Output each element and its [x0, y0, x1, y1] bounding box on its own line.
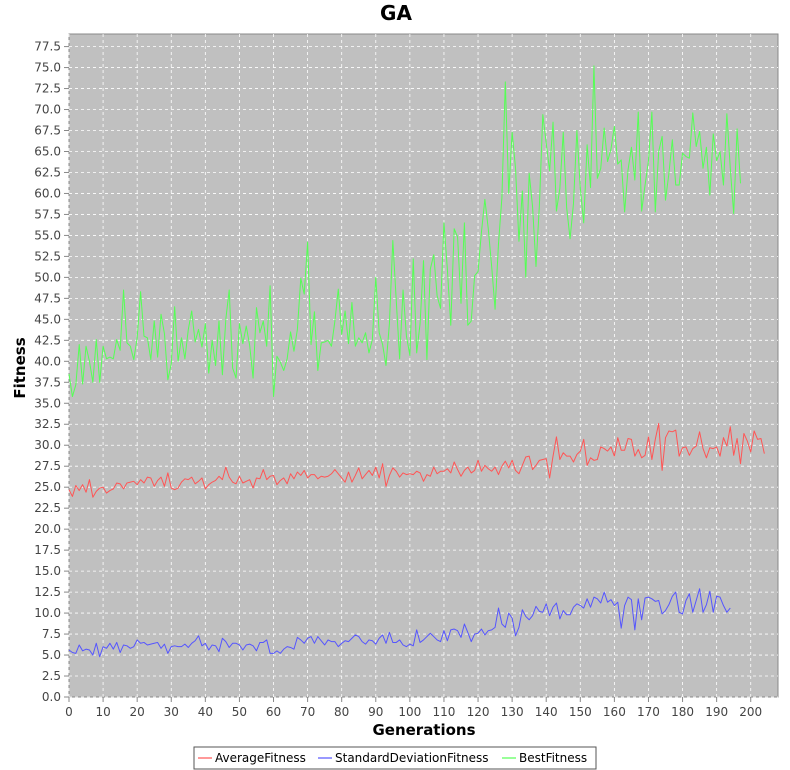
y-tick-label: 22.5 — [34, 501, 61, 515]
x-tick-label: 120 — [467, 705, 490, 719]
y-tick-label: 5.0 — [42, 648, 61, 662]
y-tick-label: 27.5 — [34, 459, 61, 473]
y-tick-label: 35.0 — [34, 396, 61, 410]
x-tick-label: 200 — [739, 705, 762, 719]
y-tick-label: 32.5 — [34, 417, 61, 431]
y-tick-label: 75.0 — [34, 61, 61, 75]
y-tick-label: 12.5 — [34, 585, 61, 599]
legend-label: BestFitness — [519, 751, 587, 765]
y-tick-label: 52.5 — [34, 249, 61, 263]
y-tick-label: 77.5 — [34, 40, 61, 54]
x-tick-label: 70 — [300, 705, 315, 719]
y-tick-label: 50.0 — [34, 270, 61, 284]
legend-label: AverageFitness — [215, 751, 306, 765]
y-tick-label: 37.5 — [34, 375, 61, 389]
x-tick-label: 50 — [232, 705, 247, 719]
y-axis: 0.0 2.5 5.0 7.5 10.0 12.5 15.0 17.5 20.0 22.5 25.0… — [34, 40, 69, 704]
x-tick-label: 80 — [334, 705, 349, 719]
y-axis-title: Fitness — [11, 337, 29, 398]
x-tick-label: 20 — [130, 705, 145, 719]
y-tick-label: 70.0 — [34, 103, 61, 117]
y-tick-label: 30.0 — [34, 438, 61, 452]
y-tick-label: 57.5 — [34, 207, 61, 221]
x-tick-label: 30 — [164, 705, 179, 719]
y-tick-label: 45.0 — [34, 312, 61, 326]
y-tick-label: 25.0 — [34, 480, 61, 494]
x-tick-label: 150 — [569, 705, 592, 719]
x-tick-label: 10 — [95, 705, 110, 719]
y-tick-label: 47.5 — [34, 291, 61, 305]
x-tick-label: 190 — [705, 705, 728, 719]
legend: AverageFitness StandardDeviationFitness Be… — [193, 746, 597, 770]
y-tick-label: 67.5 — [34, 124, 61, 138]
y-tick-label: 15.0 — [34, 564, 61, 578]
y-tick-label: 0.0 — [42, 690, 61, 704]
y-tick-label: 42.5 — [34, 333, 61, 347]
chart-title: GA — [380, 1, 412, 25]
y-tick-label: 7.5 — [42, 627, 61, 641]
x-tick-label: 0 — [65, 705, 73, 719]
y-tick-label: 62.5 — [34, 165, 61, 179]
y-tick-label: 2.5 — [42, 669, 61, 683]
series-line-averagefitness — [68, 422, 765, 498]
x-tick-label: 180 — [671, 705, 694, 719]
series-line-standarddeviationfitness — [68, 588, 731, 658]
legend-label: StandardDeviationFitness — [335, 751, 489, 765]
series-line-bestfitness — [68, 65, 741, 398]
x-axis: 0 10 20 30 40 50 60 70 80 90 100 110 120 130 140 150 160… — [65, 697, 762, 719]
y-tick-label: 20.0 — [34, 522, 61, 536]
y-tick-label: 65.0 — [34, 144, 61, 158]
grid-lines — [68, 34, 778, 698]
legend-box — [193, 746, 597, 770]
x-tick-label: 100 — [398, 705, 421, 719]
y-tick-label: 72.5 — [34, 82, 61, 96]
y-tick-label: 40.0 — [34, 354, 61, 368]
x-tick-label: 40 — [198, 705, 213, 719]
x-tick-label: 170 — [637, 705, 660, 719]
y-tick-label: 10.0 — [34, 606, 61, 620]
series-lines — [68, 65, 765, 658]
x-tick-label: 160 — [603, 705, 626, 719]
x-tick-label: 90 — [368, 705, 383, 719]
x-tick-label: 130 — [501, 705, 524, 719]
x-axis-title: Generations — [372, 721, 475, 739]
x-tick-label: 140 — [535, 705, 558, 719]
y-tick-label: 17.5 — [34, 543, 61, 557]
y-tick-label: 55.0 — [34, 228, 61, 242]
x-tick-label: 110 — [432, 705, 455, 719]
y-tick-label: 60.0 — [34, 186, 61, 200]
x-tick-label: 60 — [266, 705, 281, 719]
